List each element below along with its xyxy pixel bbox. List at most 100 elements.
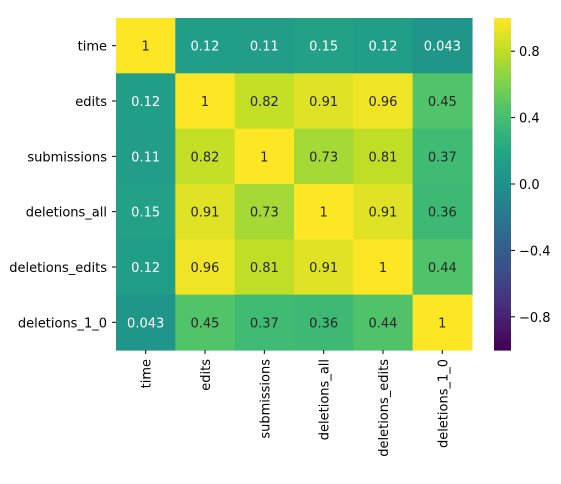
cell-value-label: 0.91: [309, 95, 338, 110]
colorbar-slice: [494, 326, 511, 329]
colorbar-slice: [494, 32, 511, 35]
colorbar-slice: [494, 116, 511, 119]
colorbar-slice: [494, 328, 511, 331]
colorbar-slice: [494, 230, 511, 233]
cell-value-label: 0.15: [131, 206, 160, 221]
colorbar-slice: [494, 88, 511, 91]
colorbar-slice: [494, 92, 511, 95]
colorbar-slice: [494, 258, 511, 261]
heatmap-cell-submissions-deletions_1_0: [412, 128, 473, 185]
colorbar-slice: [494, 62, 511, 65]
colorbar-slice: [494, 98, 511, 101]
colorbar-slice: [494, 248, 511, 251]
colorbar-slice: [494, 336, 511, 339]
cell-value-label: 0.12: [369, 40, 398, 55]
colorbar-slice: [494, 156, 511, 159]
cell-value-label: 0.45: [428, 95, 457, 110]
colorbar-tick-label: 0.8: [519, 45, 540, 60]
colorbar-slice: [494, 234, 511, 237]
cell-value-label: 0.12: [131, 95, 160, 110]
x-tick-label: edits: [199, 359, 214, 391]
colorbar-slice: [494, 270, 511, 273]
colorbar-slice: [494, 304, 511, 307]
colorbar-slice: [494, 90, 511, 93]
colorbar-slice: [494, 268, 511, 271]
colorbar-slice: [494, 324, 511, 327]
colorbar-slice: [494, 212, 511, 215]
colorbar-slice: [494, 172, 511, 175]
heatmap-cell-deletions_edits-deletions_1_0: [412, 239, 473, 296]
colorbar-slice: [494, 300, 511, 303]
colorbar-slice: [494, 144, 511, 147]
colorbar-slice: [494, 188, 511, 191]
x-tick-label: time: [140, 359, 155, 388]
cell-value-label: 0.043: [424, 40, 461, 55]
colorbar-slice: [494, 122, 511, 125]
colorbar-slice: [494, 154, 511, 157]
cell-value-label: 0.36: [428, 206, 457, 221]
colorbar-slice: [494, 150, 511, 153]
colorbar-slice: [494, 316, 511, 319]
colorbar-slice: [494, 20, 511, 23]
colorbar-slice: [494, 254, 511, 257]
colorbar-slice: [494, 132, 511, 135]
x-tick-label: deletions_1_0: [436, 359, 451, 448]
heatmap-cell-deletions_all-edits: [175, 183, 236, 240]
colorbar-slice: [494, 26, 511, 29]
heatmap-cell-submissions-submissions: [234, 128, 295, 185]
colorbar-slice: [494, 46, 511, 49]
heatmap-cell-submissions-edits: [175, 128, 236, 185]
colorbar-slice: [494, 224, 511, 227]
colorbar-slice: [494, 76, 511, 79]
colorbar-slice: [494, 218, 511, 221]
colorbar-slice: [494, 174, 511, 177]
cell-value-label: 0.73: [309, 150, 338, 165]
heatmap-cell-deletions_edits-time: [116, 239, 176, 296]
heatmap-cell-submissions-time: [116, 128, 176, 185]
colorbar-slice: [494, 114, 511, 117]
colorbar-slice: [494, 222, 511, 225]
colorbar-slice: [494, 228, 511, 231]
cell-value-label: 0.91: [369, 206, 398, 221]
heatmap-cells: [116, 18, 473, 351]
cell-value-label: 0.45: [191, 316, 220, 331]
colorbar-slice: [494, 136, 511, 139]
colorbar-slice: [494, 180, 511, 183]
colorbar-slice: [494, 146, 511, 149]
colorbar-slice: [494, 312, 511, 315]
colorbar-slice: [494, 108, 511, 111]
colorbar-slice: [494, 40, 511, 43]
colorbar-slice: [494, 290, 511, 293]
colorbar-slice: [494, 332, 511, 335]
heatmap-cell-edits-time: [116, 73, 176, 130]
colorbar-slice: [494, 66, 511, 69]
colorbar-slice: [494, 30, 511, 33]
colorbar-slice: [494, 138, 511, 141]
colorbar-slice: [494, 106, 511, 109]
cell-value-label: 0.37: [250, 316, 279, 331]
colorbar-slice: [494, 48, 511, 51]
heatmap-cell-edits-deletions_all: [293, 73, 354, 130]
colorbar-slice: [494, 272, 511, 275]
heatmap-cell-deletions_1_0-deletions_1_0: [412, 294, 473, 351]
colorbar-slice: [494, 60, 511, 63]
colorbar-slice: [494, 348, 511, 351]
colorbar-slice: [494, 112, 511, 115]
cell-value-label: 1: [379, 261, 387, 276]
colorbar-slice: [494, 292, 511, 295]
colorbar-slice: [494, 134, 511, 137]
y-tick-label: deletions_1_0: [18, 316, 107, 331]
cell-value-label: 0.36: [309, 316, 338, 331]
colorbar-slice: [494, 192, 511, 195]
y-tick-label: time: [78, 40, 107, 55]
colorbar-slice: [494, 160, 511, 163]
colorbar-slice: [494, 118, 511, 121]
colorbar-slice: [494, 140, 511, 143]
colorbar-slice: [494, 186, 511, 189]
colorbar-slice: [494, 190, 511, 193]
heatmap-cell-deletions_all-time: [116, 183, 176, 240]
colorbar-slice: [494, 264, 511, 267]
colorbar-slice: [494, 130, 511, 133]
